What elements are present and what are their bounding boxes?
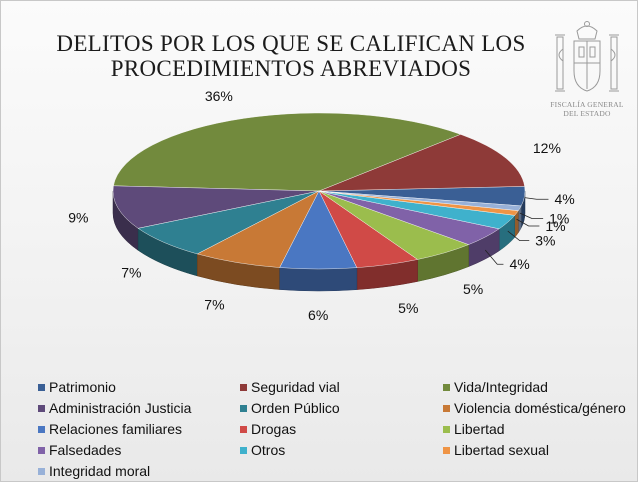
legend-item: Administración Justicia (38, 399, 191, 417)
chart-title-line1: DELITOS POR LOS QUE SE CALIFICAN LOS (56, 31, 526, 56)
pie-data-label-6: 6% (308, 307, 328, 323)
legend-swatch (443, 384, 450, 391)
legend-label: Relaciones familiares (49, 421, 183, 437)
pie-label-leader-12 (519, 212, 544, 219)
legend-swatch (443, 426, 450, 433)
pie-data-label-7: 5% (398, 300, 418, 316)
pie-slice-12 (318, 190, 522, 211)
legend-item: Orden Público (240, 399, 340, 417)
pie-label-leader-11 (516, 218, 540, 227)
legend-swatch (443, 447, 450, 454)
pie-slice-2 (113, 112, 462, 192)
pie-label-leader-10 (507, 230, 530, 242)
pie-chart: 4%12%36%9%7%7%6% 5%5%4%3%1%1% (68, 88, 574, 323)
legend-item: Seguridad vial (240, 378, 340, 396)
coat-of-arms-icon (555, 21, 619, 92)
pie-data-label-0: 4% (554, 191, 574, 207)
legend-label: Patrimonio (49, 379, 116, 395)
legend-swatch (240, 447, 247, 454)
emblem-caption-line1: FISCALÍA GENERAL (550, 100, 624, 109)
pie-data-label-4: 7% (121, 265, 141, 281)
legend-label: Seguridad vial (251, 379, 340, 395)
legend-label: Vida/Integridad (454, 379, 548, 395)
legend-item: Falsedades (38, 441, 121, 459)
emblem-caption: FISCALÍA GENERAL DEL ESTADO (541, 100, 633, 118)
emblem-caption-line2: DEL ESTADO (563, 109, 611, 118)
legend-swatch (240, 426, 247, 433)
legend-item: Patrimonio (38, 378, 116, 396)
pie-data-label-11: 1% (545, 218, 565, 234)
pie-data-label-10: 3% (535, 233, 555, 249)
legend-label: Libertad sexual (454, 442, 549, 458)
legend-item: Integridad moral (38, 462, 150, 480)
legend-swatch (38, 426, 45, 433)
pie-data-label-8: 5% (463, 281, 483, 297)
pie-slice-3 (112, 185, 320, 229)
legend-label: Orden Público (251, 400, 340, 416)
chart-title: DELITOS POR LOS QUE SE CALIFICAN LOS PRO… (41, 31, 541, 81)
legend-swatch (240, 384, 247, 391)
pie-data-label-1: 12% (533, 140, 561, 156)
legend-label: Libertad (454, 421, 505, 437)
pie-label-leader-9 (484, 249, 504, 265)
legend-item: Otros (240, 441, 285, 459)
legend-label: Integridad moral (49, 463, 151, 479)
legend-label: Falsedades (49, 442, 122, 458)
pie-data-label-2: 36% (205, 88, 233, 104)
legend-swatch (38, 384, 45, 391)
pie-data-label-5: 7% (204, 297, 224, 313)
pie-label-leader-0 (524, 197, 549, 200)
pie-slice-side-6 (279, 267, 358, 292)
legend-item: Relaciones familiares (38, 420, 182, 438)
chart-title-line2: PROCEDIMIENTOS ABREVIADOS (110, 56, 472, 81)
legend-item: Libertad sexual (443, 441, 549, 459)
legend-swatch (443, 405, 450, 412)
legend-label: Administración Justicia (49, 400, 192, 416)
legend-item: Vida/Integridad (443, 378, 548, 396)
pie-data-label-9: 4% (509, 256, 529, 272)
pie-data-label-12: 1% (549, 210, 569, 226)
legend-swatch (240, 405, 247, 412)
legend-item: Drogas (240, 420, 296, 438)
legend-swatch (38, 405, 45, 412)
pie-data-label-3: 9% (68, 210, 88, 226)
pie-slice-1 (318, 134, 525, 192)
legend-swatch (38, 468, 45, 475)
legend-item: Libertad (443, 420, 505, 438)
legend-label: Violencia doméstica/género (454, 400, 626, 416)
legend-label: Otros (251, 442, 286, 458)
legend-label: Drogas (251, 421, 297, 437)
legend-item: Violencia doméstica/género (443, 399, 626, 417)
legend-swatch (38, 447, 45, 454)
